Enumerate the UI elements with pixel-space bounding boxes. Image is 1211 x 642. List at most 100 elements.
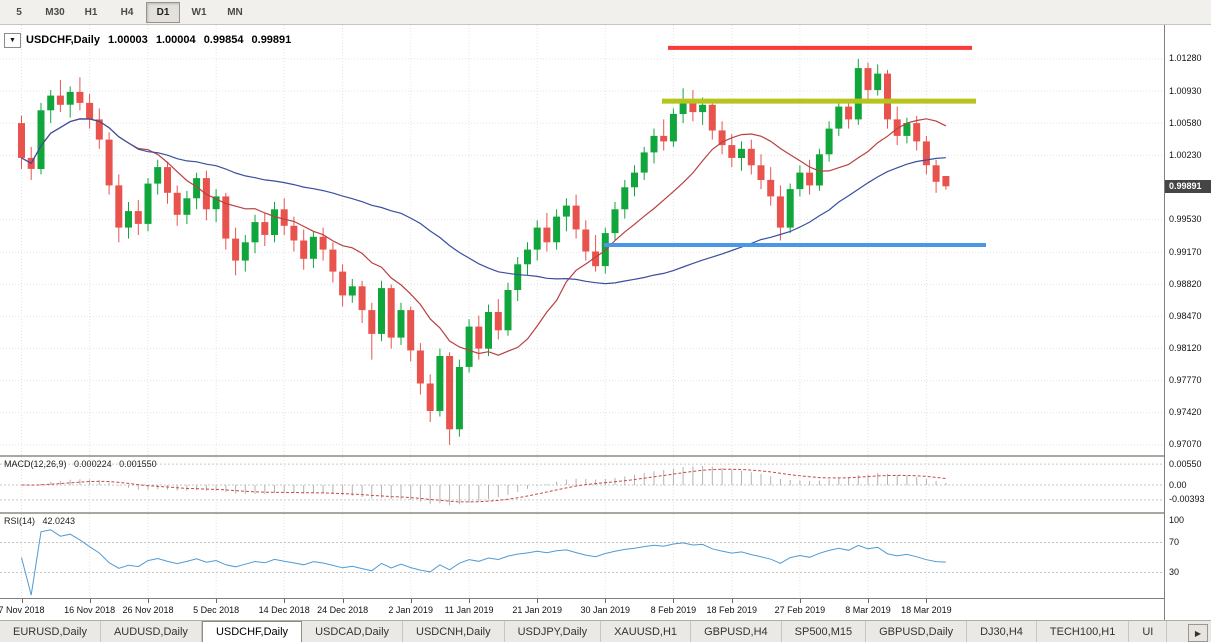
rsi-title: RSI(14) 42.0243 — [4, 516, 80, 526]
arrow-right-icon: ▶ — [1194, 628, 1202, 638]
macd-axis-label: -0.00393 — [1169, 494, 1205, 505]
macd-axis-label: 0.00 — [1169, 479, 1187, 490]
tab-audusd-daily[interactable]: AUDUSD,Daily — [101, 621, 202, 642]
tab-usdchf-daily[interactable]: USDCHF,Daily — [201, 621, 303, 642]
time-axis-label: 14 Dec 2018 — [258, 605, 310, 615]
rsi-line — [21, 529, 946, 596]
time-tick — [605, 599, 607, 603]
price-axis-label: 0.97420 — [1169, 407, 1202, 418]
rsi-axis-label: 70 — [1169, 537, 1180, 547]
time-axis-label: 18 Feb 2019 — [706, 605, 758, 615]
time-tick — [673, 599, 675, 603]
triangle-down-icon: ▼ — [9, 37, 16, 44]
ohlc-open: 1.00003 — [108, 34, 148, 46]
tab-scroll-right-button[interactable]: ▶ — [1188, 624, 1208, 642]
timeframe-button-mn[interactable]: MN — [227, 6, 243, 18]
price-axis-label: 0.98470 — [1169, 311, 1202, 322]
ma-slow-blue — [21, 118, 946, 285]
tab-dj30-h4[interactable]: DJ30,H4 — [967, 621, 1037, 642]
chart-menu-button[interactable]: ▼ — [4, 33, 21, 48]
rsi-indicator-panel[interactable]: RSI(14) 42.0243 — [0, 514, 1164, 598]
timeframe-button-d1[interactable]: D1 — [146, 1, 180, 23]
tab-usdjpy-daily[interactable]: USDJPY,Daily — [505, 621, 602, 642]
rsi-axis-label: 100 — [1169, 514, 1185, 525]
tab-gbpusd-h4[interactable]: GBPUSD,H4 — [691, 621, 782, 642]
chart-tab-bar: EURUSD,Daily AUDUSD,Daily USDCHF,Daily USDC… — [0, 620, 1211, 642]
price-axis-label: 0.99170 — [1169, 246, 1202, 257]
panel-splitter[interactable] — [0, 512, 1211, 514]
time-axis-label: 18 Mar 2019 — [901, 605, 952, 615]
chart-symbol-label: USDCHF,Daily — [26, 34, 100, 46]
time-tick — [926, 599, 928, 603]
macd-indicator-panel[interactable]: MACD(12,26,9) 0.000224 0.001550 — [0, 457, 1164, 512]
time-tick — [731, 599, 733, 603]
timeframe-button-m30[interactable]: M30 — [45, 6, 65, 18]
time-tick — [537, 599, 539, 603]
price-axis-label: 0.98120 — [1169, 343, 1202, 354]
time-tick — [89, 599, 91, 603]
time-tick — [21, 599, 23, 603]
time-tick — [868, 599, 869, 603]
rsi-value: 42.0243 — [42, 516, 76, 526]
timeframe-button-w1[interactable]: W1 — [191, 6, 207, 18]
tab-gbpusd-daily[interactable]: GBPUSD,Daily — [866, 621, 968, 642]
macd-label: MACD(12,26,9) — [4, 459, 67, 469]
price-axis-label: 0.98820 — [1169, 278, 1202, 289]
macd-title: MACD(12,26,9) 0.000224 0.001550 — [4, 459, 162, 469]
time-axis-label: 26 Nov 2018 — [122, 605, 174, 615]
candlestick-chart[interactable] — [0, 25, 1163, 455]
price-axis-label: 0.97770 — [1169, 375, 1202, 386]
macd-value-signal: 0.001550 — [119, 459, 157, 469]
tab-usdcad-daily[interactable]: USDCAD,Daily — [302, 621, 404, 642]
time-axis-label: 5 Dec 2018 — [193, 605, 240, 615]
price-axis-label: 0.97070 — [1169, 439, 1202, 450]
macd-value-main: 0.000224 — [74, 459, 112, 469]
chart-tabs: EURUSD,Daily AUDUSD,Daily USDCHF,Daily USDC… — [0, 621, 1185, 642]
time-axis-label: 21 Jan 2019 — [512, 605, 562, 615]
timeframe-toolbar: 5 M30 H1 H4 D1 W1 MN — [0, 0, 1211, 25]
price-axis-label: 0.99530 — [1169, 213, 1202, 224]
price-axis-label: 1.01280 — [1169, 53, 1202, 64]
price-axis-label: 1.00930 — [1169, 85, 1202, 96]
ma-fast-red — [21, 118, 947, 356]
time-axis-label: 24 Dec 2018 — [317, 605, 369, 615]
time-tick — [216, 599, 218, 603]
tab-eurusd-daily[interactable]: EURUSD,Daily — [0, 621, 101, 642]
tab-usdcnh-daily[interactable]: USDCNH,Daily — [403, 621, 505, 642]
price-axis[interactable]: 1.01280 1.00930 1.00580 1.00230 0.99530 0.991… — [1164, 25, 1211, 620]
time-axis-label: 8 Mar 2019 — [845, 605, 891, 615]
time-axis-label: 30 Jan 2019 — [580, 605, 631, 615]
time-tick — [410, 599, 412, 603]
time-axis[interactable]: 7 Nov 2018 16 Nov 2018 26 Nov 2018 5 Dec 20… — [0, 598, 1164, 620]
rsi-axis-label: 30 — [1169, 567, 1180, 577]
tab-tech100-h1[interactable]: TECH100,H1 — [1037, 621, 1130, 642]
macd-signal-line — [21, 468, 946, 503]
ohlc-close: 0.99891 — [251, 34, 292, 46]
time-tick — [148, 599, 149, 603]
ohlc-low: 0.99854 — [203, 34, 244, 46]
ohlc-high: 1.00004 — [155, 34, 196, 46]
time-tick — [342, 599, 344, 603]
panel-splitter[interactable] — [0, 455, 1211, 457]
price-chart-panel[interactable]: ▼ USDCHF,Daily 1.00003 1.00004 0.99854 0… — [0, 25, 1164, 455]
tab-ui[interactable]: UI — [1129, 621, 1168, 642]
tab-sp500-m15[interactable]: SP500,M15 — [782, 621, 867, 642]
timeframe-button-h4[interactable]: H4 — [120, 6, 134, 18]
time-tick — [284, 599, 286, 603]
time-tick — [469, 599, 471, 603]
price-axis-label: 1.00580 — [1169, 117, 1202, 128]
current-price-badge: 0.99891 — [1165, 179, 1211, 193]
price-axis-label: 1.00230 — [1169, 149, 1202, 160]
macd-axis-label: 0.00550 — [1169, 458, 1202, 469]
rsi-chart[interactable] — [0, 514, 1163, 598]
timeframe-button-h1[interactable]: H1 — [84, 6, 98, 18]
chart-title: USDCHF,Daily 1.00003 1.00004 0.99854 0.9… — [26, 34, 296, 46]
time-axis-label: 8 Feb 2019 — [650, 605, 697, 615]
tab-xauusd-h1[interactable]: XAUUSD,H1 — [601, 621, 692, 642]
rsi-label: RSI(14) — [4, 516, 36, 526]
macd-chart[interactable] — [0, 457, 1163, 512]
time-axis-label: 27 Feb 2019 — [774, 605, 826, 615]
timeframe-button-5[interactable]: 5 — [16, 6, 22, 18]
time-axis-label: 16 Nov 2018 — [64, 605, 116, 615]
